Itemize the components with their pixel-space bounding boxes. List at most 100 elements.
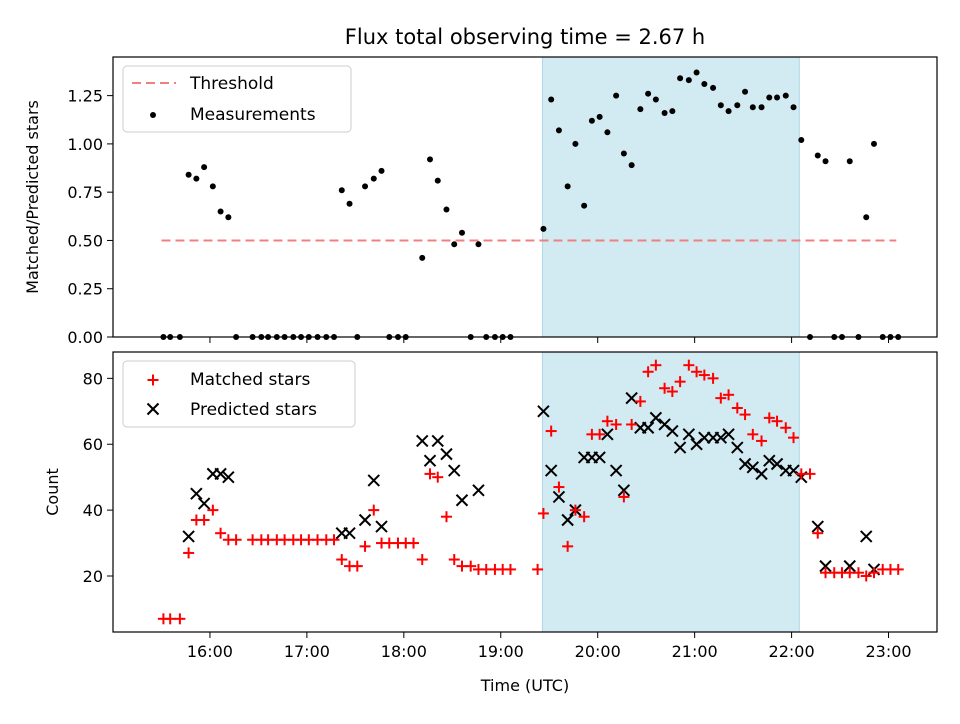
legend-predicted-marker: [146, 402, 160, 416]
measurement-point: [734, 102, 741, 109]
matched-point: [183, 547, 195, 559]
bottom-plot-frame: [112, 351, 938, 633]
predicted-point: [537, 405, 550, 418]
measurement-point: [419, 254, 426, 261]
matched-point: [756, 435, 768, 447]
measurement-point: [581, 202, 588, 209]
x-tick-label: 21:00: [672, 642, 718, 661]
measurement-point: [209, 183, 216, 190]
measurement-point: [548, 96, 555, 103]
measurement-point: [742, 88, 749, 95]
matched-point: [650, 359, 662, 371]
measurement-point: [572, 140, 579, 147]
predicted-point: [472, 484, 485, 497]
legend-threshold-label: Threshold: [189, 74, 274, 94]
matched-point: [328, 534, 340, 546]
predicted-point: [375, 520, 388, 533]
x-tick-label: 19:00: [478, 642, 524, 661]
predicted-point: [673, 441, 687, 454]
matched-point: [164, 613, 176, 625]
measurement-point: [475, 241, 482, 248]
measurement-point: [346, 200, 353, 207]
predicted-point: [763, 454, 776, 467]
measurement-point: [217, 208, 224, 215]
predicted-point: [770, 457, 784, 471]
measurement-point: [378, 167, 385, 174]
top-y-tick-label: 1.25: [67, 87, 103, 106]
matched-point: [723, 389, 735, 401]
matched-point: [868, 567, 880, 579]
measurement-point: [564, 183, 571, 190]
legend-matched-swatch: [147, 374, 159, 386]
x-axis-label: Time (UTC): [480, 676, 569, 695]
predicted-point: [722, 428, 735, 441]
matched-point: [715, 392, 727, 404]
predicted-point: [367, 474, 380, 487]
bottom-y-tick-label: 40: [83, 501, 103, 520]
matched-point: [691, 366, 703, 378]
predicted-point: [811, 520, 824, 533]
predicted-point: [358, 513, 372, 527]
measurement-point: [822, 158, 829, 165]
measurement-point: [362, 183, 369, 190]
matched-point: [674, 376, 686, 388]
highlight-span-bottom: [541, 351, 800, 633]
x-tick-label: 17:00: [284, 642, 330, 661]
matched-point: [642, 366, 654, 378]
x-tick-label: 18:00: [381, 642, 427, 661]
matched-point: [545, 425, 557, 437]
measurement-point: [426, 156, 433, 163]
matched-point: [198, 514, 210, 526]
matched-point: [336, 554, 348, 566]
bottom-y-tick-label: 20: [83, 567, 103, 586]
matched-point: [698, 369, 710, 381]
matched-point: [359, 540, 371, 552]
matched-point: [230, 534, 242, 546]
measurement-point: [693, 69, 700, 76]
measurement-point: [588, 117, 595, 124]
matched-point: [683, 359, 695, 371]
top-y-tick-label: 0.50: [67, 231, 103, 250]
predicted-point: [666, 424, 679, 438]
legend-predicted-swatch: [146, 402, 160, 416]
measurement-point: [798, 137, 805, 144]
predicted-point: [416, 434, 429, 448]
matched-point: [610, 418, 622, 430]
matched-point: [860, 570, 872, 582]
measurement-point: [434, 177, 441, 184]
matched-point: [747, 428, 759, 440]
predicted-point: [601, 428, 614, 441]
predicted-point: [641, 421, 655, 434]
matched-point: [739, 409, 751, 421]
bottom-axis-ticks: 20 40 60 80 16:00 17:00 18:00 19:00 20:00 21:00 22…: [83, 369, 912, 661]
matched-point: [504, 563, 516, 575]
bottom-y-axis-label: Count: [43, 468, 62, 516]
measurement-point: [338, 187, 345, 194]
matched-point: [804, 468, 816, 480]
predicted-point: [190, 487, 203, 500]
legend-matched-marker: [147, 374, 159, 386]
measurement-point: [628, 162, 635, 169]
predicted-point: [431, 434, 444, 448]
bottom-legend: Matched stars Predicted stars: [122, 360, 356, 428]
predicted-point: [755, 467, 768, 481]
measurement-point: [443, 206, 450, 213]
matched-point: [788, 432, 800, 444]
matched-point: [763, 412, 775, 424]
matched-point: [892, 563, 904, 575]
predicted-point: [222, 470, 235, 484]
legend-measurement-swatch: [150, 112, 156, 118]
matched-point: [771, 415, 783, 427]
matched-point: [852, 567, 864, 579]
measurement-point: [458, 229, 465, 236]
predicted-point: [423, 454, 437, 467]
measurement-point: [685, 77, 692, 84]
matched-point: [569, 504, 581, 516]
matched-point: [174, 613, 186, 625]
predicted-point: [731, 441, 744, 454]
measurement-point: [370, 175, 377, 182]
x-tick-label: 20:00: [575, 642, 621, 661]
measurement-point: [661, 110, 668, 116]
measurement-point: [790, 104, 797, 111]
